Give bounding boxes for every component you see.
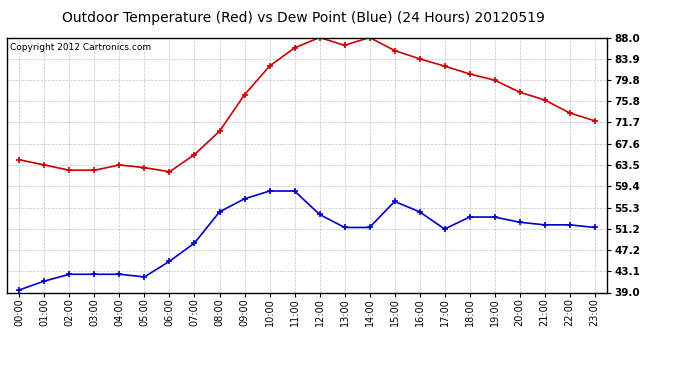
Text: Outdoor Temperature (Red) vs Dew Point (Blue) (24 Hours) 20120519: Outdoor Temperature (Red) vs Dew Point (… [62,11,545,25]
Text: Copyright 2012 Cartronics.com: Copyright 2012 Cartronics.com [10,43,151,52]
